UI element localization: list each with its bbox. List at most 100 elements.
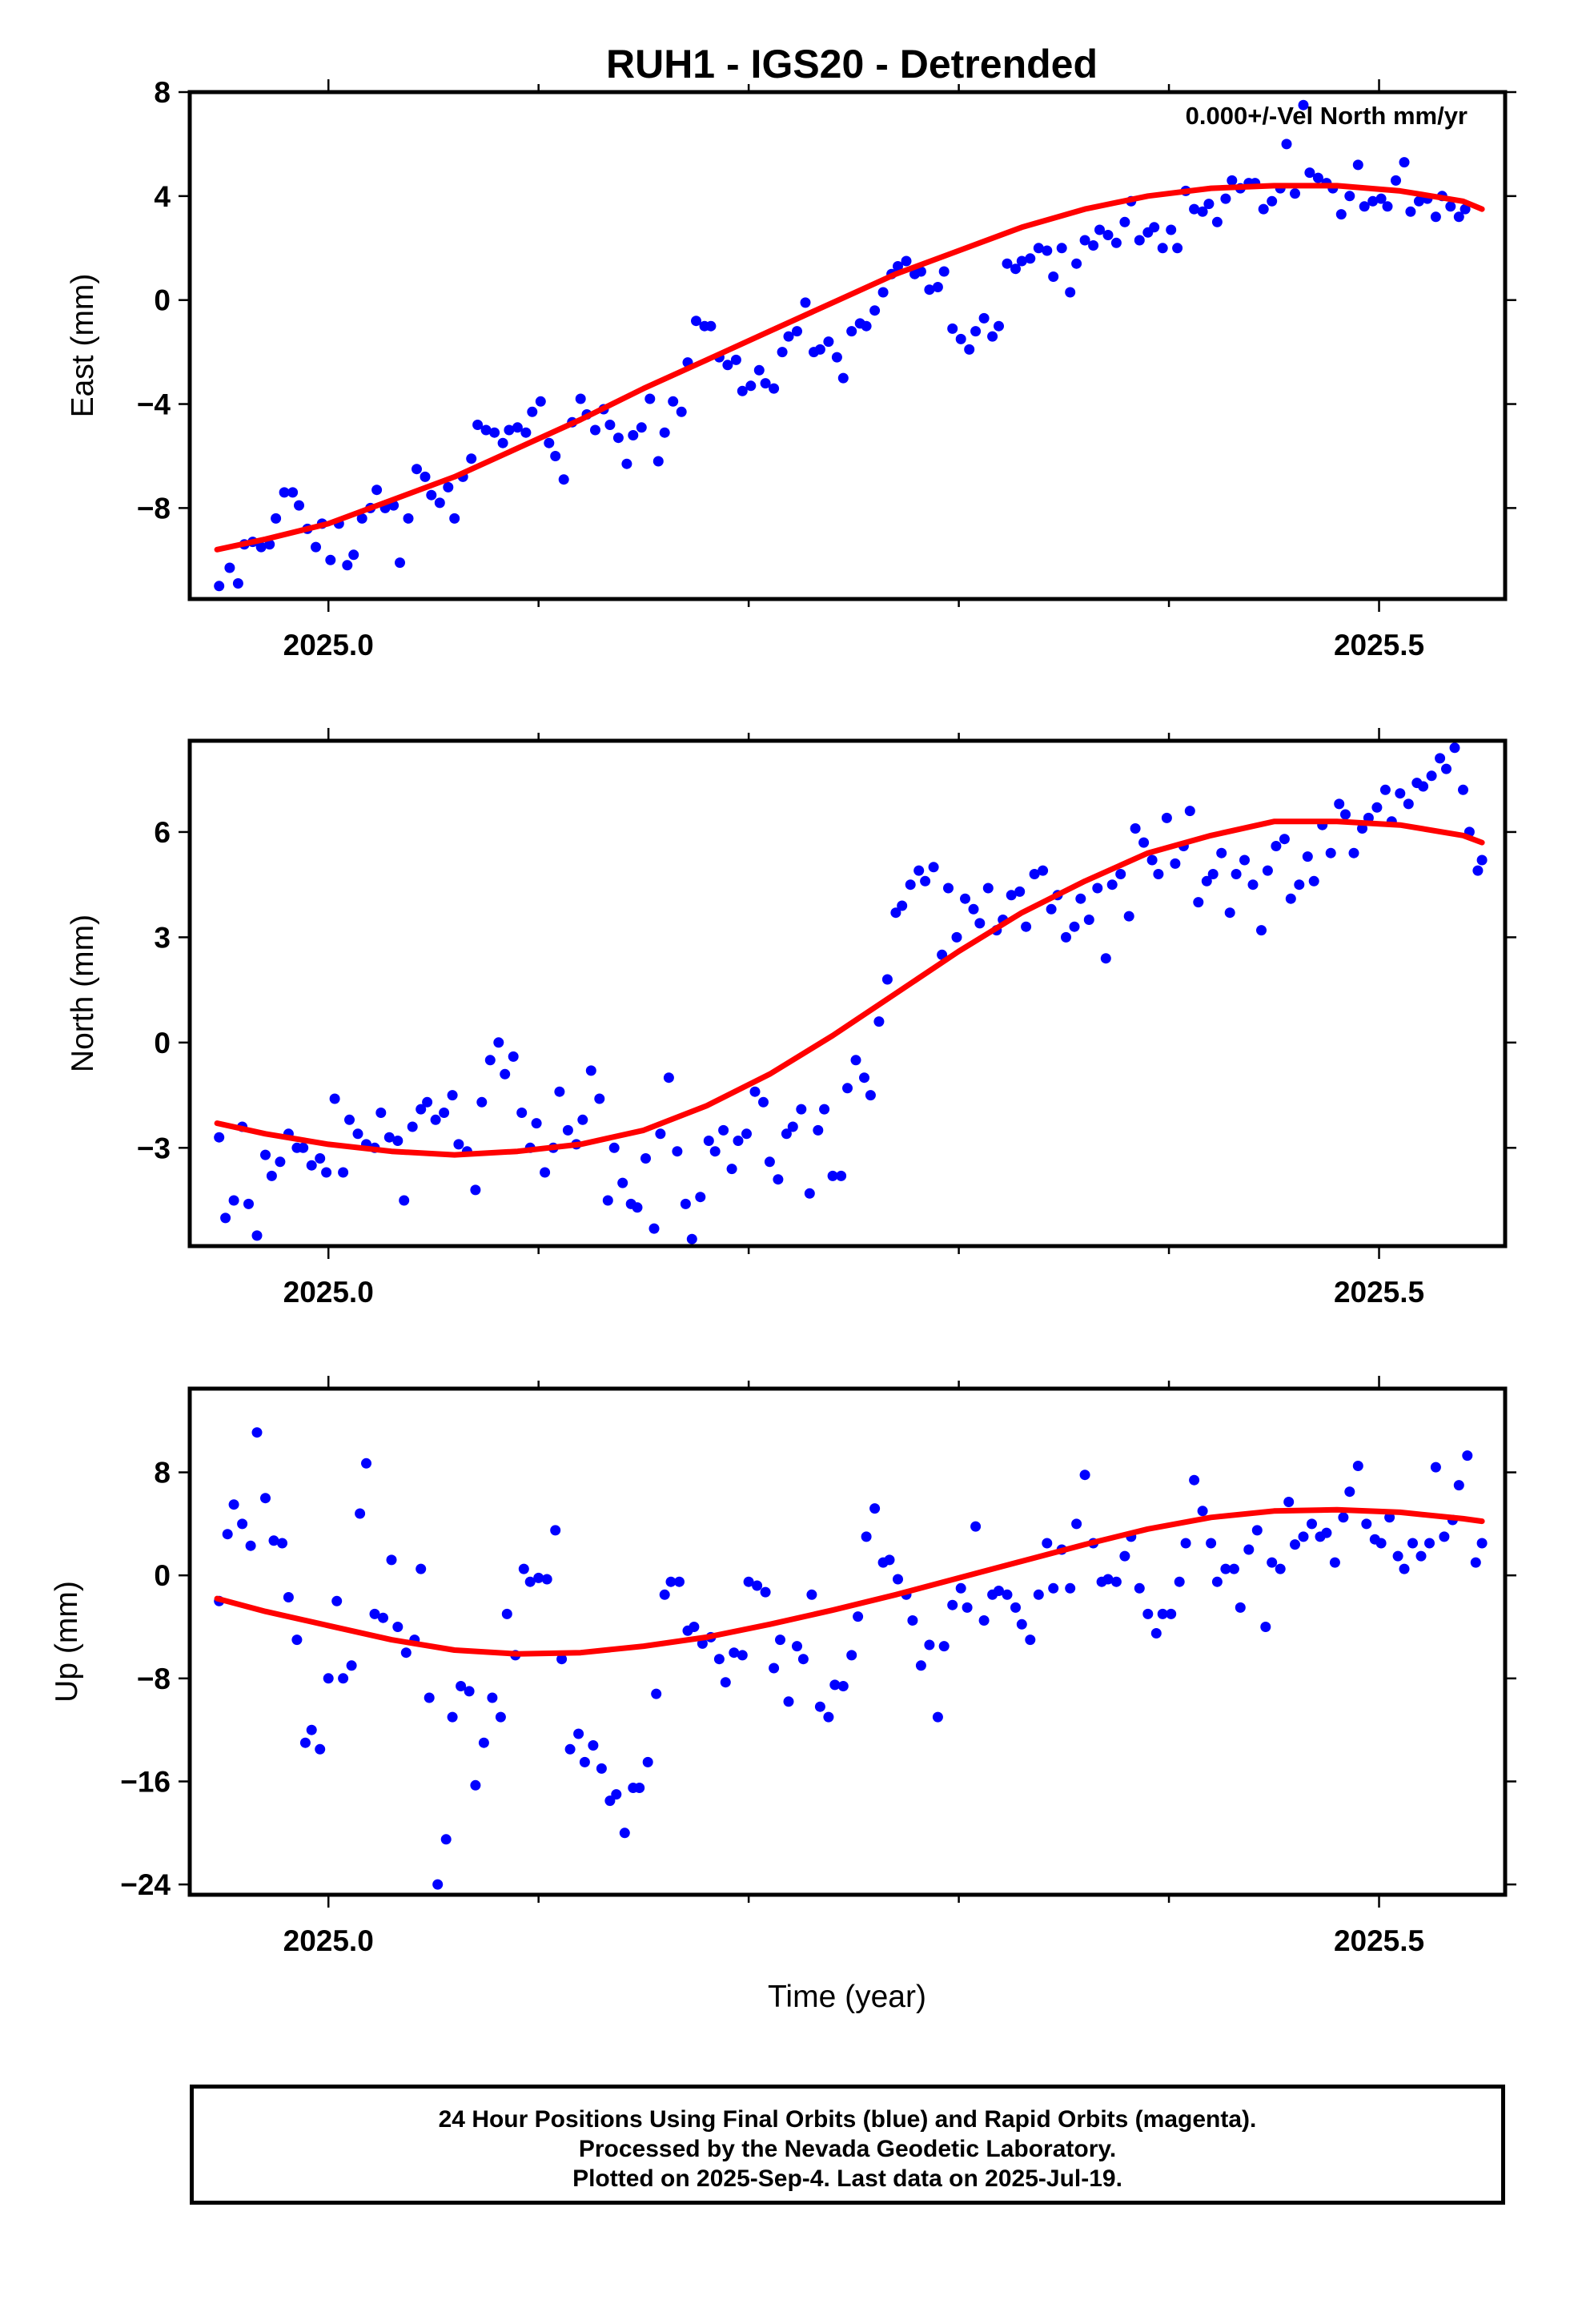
x-tick-label: 2025.5 <box>1334 1924 1424 1957</box>
data-point <box>608 1142 620 1153</box>
data-point <box>1153 869 1164 879</box>
data-point <box>1228 1563 1239 1574</box>
data-point <box>279 487 290 498</box>
y-tick-label: −3 <box>137 1132 171 1164</box>
data-point <box>342 560 353 571</box>
data-point <box>689 1622 700 1632</box>
data-point <box>691 316 701 327</box>
data-point <box>355 1508 366 1519</box>
data-point <box>758 1096 769 1108</box>
data-point <box>588 1740 599 1751</box>
data-point <box>777 347 788 358</box>
data-point <box>1338 1512 1349 1523</box>
data-point <box>516 1108 528 1118</box>
data-point <box>449 513 460 524</box>
data-point <box>1382 201 1393 212</box>
data-point <box>1016 1618 1027 1630</box>
y-tick-label: 3 <box>154 921 171 954</box>
data-point <box>928 862 939 873</box>
data-point <box>594 1093 605 1104</box>
data-point <box>1029 869 1040 879</box>
y-tick-label: −4 <box>137 388 171 421</box>
data-point <box>1413 195 1424 207</box>
data-point <box>1294 879 1305 891</box>
data-point <box>938 1641 950 1652</box>
data-point <box>562 1124 573 1136</box>
data-point <box>344 1114 355 1125</box>
data-point <box>753 364 765 376</box>
data-point <box>1211 216 1223 227</box>
data-point <box>1395 788 1406 799</box>
data-point <box>1329 1557 1340 1568</box>
data-point <box>311 541 321 553</box>
data-point <box>356 513 367 524</box>
y-tick-label: 6 <box>154 816 171 849</box>
data-point <box>476 1096 488 1108</box>
data-point <box>947 1599 958 1610</box>
data-point <box>426 489 437 501</box>
y-tick-label: −16 <box>120 1765 171 1798</box>
data-point <box>951 931 962 943</box>
data-point <box>769 383 780 394</box>
data-point <box>224 562 235 573</box>
data-point <box>1149 222 1160 233</box>
data-point <box>1262 865 1273 876</box>
data-point <box>1033 243 1044 254</box>
data-point <box>837 372 849 384</box>
data-point <box>558 474 569 485</box>
footer-note-box: 24 Hour Positions Using Final Orbits (bl… <box>190 2085 1505 2205</box>
footer-line-2: Processed by the Nevada Geodetic Laborat… <box>578 2136 1117 2162</box>
data-point <box>1042 1538 1053 1549</box>
y-tick-label: 0 <box>154 1559 171 1592</box>
data-point <box>632 1202 643 1213</box>
data-point <box>1025 1634 1036 1646</box>
data-point <box>1094 224 1105 235</box>
panel-east: 2025.0 2025.5 −8 −4 0 4 8 East (mm) 0.000+/-Vel… <box>66 76 1516 661</box>
data-point <box>298 1142 309 1153</box>
data-point <box>361 1458 371 1469</box>
data-point <box>1079 1470 1090 1481</box>
data-point <box>619 1827 630 1839</box>
data-point <box>796 1104 807 1115</box>
data-point <box>1344 1486 1355 1498</box>
data-point <box>1002 258 1013 269</box>
data-point <box>1392 1550 1403 1562</box>
data-point <box>1083 915 1094 925</box>
data-point <box>472 420 484 430</box>
data-point <box>651 1688 662 1699</box>
data-point <box>705 320 717 332</box>
data-point <box>1172 243 1183 254</box>
data-point <box>737 385 748 396</box>
data-point <box>752 1580 763 1591</box>
y-tick-label: 8 <box>154 1457 171 1490</box>
data-point <box>1033 1589 1044 1600</box>
data-point <box>1352 159 1363 171</box>
data-point <box>1161 812 1172 823</box>
data-point <box>1405 206 1416 217</box>
data-point <box>1251 1525 1263 1536</box>
chart-title: RUH1 - IGS20 - Detrended <box>606 42 1098 86</box>
data-point <box>447 1090 458 1101</box>
data-point <box>709 1146 721 1157</box>
data-point <box>628 430 639 440</box>
data-point <box>299 1737 311 1748</box>
data-point <box>749 1086 761 1097</box>
data-point <box>905 879 916 891</box>
data-point <box>873 1016 885 1027</box>
data-point <box>1247 879 1259 891</box>
data-point <box>1375 193 1387 204</box>
y-tick-label: 0 <box>154 1027 171 1059</box>
data-point <box>1016 255 1027 267</box>
data-point <box>813 1124 824 1136</box>
data-point <box>1271 841 1282 851</box>
data-point <box>470 1779 481 1791</box>
data-point <box>501 1608 512 1619</box>
data-point <box>695 1192 706 1203</box>
data-point <box>663 1072 674 1084</box>
data-point <box>495 1711 506 1723</box>
data-point <box>489 427 500 438</box>
data-point <box>1367 195 1379 207</box>
y-axis-title: North (mm) <box>66 915 100 1072</box>
data-point <box>237 1518 248 1530</box>
data-point <box>1110 237 1122 248</box>
